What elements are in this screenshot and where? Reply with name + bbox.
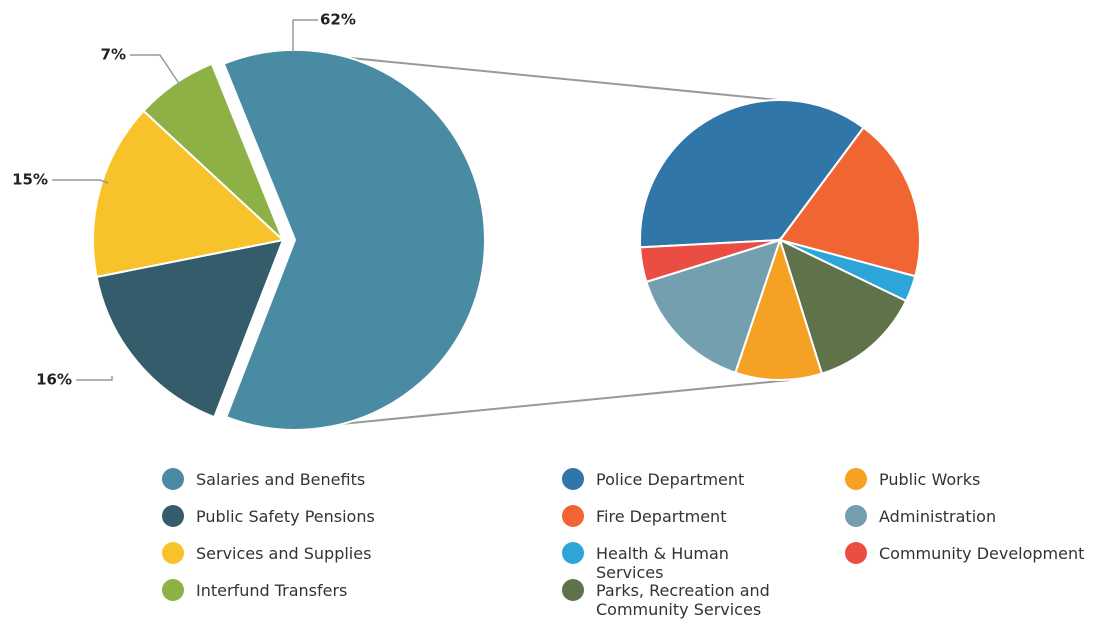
legend-item: Police Department bbox=[562, 468, 792, 490]
legend-item: Public Works bbox=[845, 468, 1095, 490]
legend-label: Community Development bbox=[879, 544, 1085, 563]
legend-swatch bbox=[562, 542, 584, 564]
legend-swatch bbox=[162, 468, 184, 490]
legend-swatch bbox=[845, 542, 867, 564]
connector bbox=[299, 379, 791, 429]
legend-item: Administration bbox=[845, 505, 1095, 527]
leader-line bbox=[292, 19, 318, 52]
connector bbox=[299, 52, 779, 101]
legend-item: Community Development bbox=[845, 542, 1095, 564]
legend-label: Public Safety Pensions bbox=[196, 507, 375, 526]
leader-line bbox=[76, 376, 113, 381]
legend-label: Salaries and Benefits bbox=[196, 470, 366, 489]
pie-slice bbox=[92, 109, 286, 279]
data-label: 7% bbox=[101, 46, 126, 64]
pie-slice bbox=[639, 239, 781, 284]
pie-slice bbox=[778, 126, 921, 278]
data-label: 15% bbox=[12, 171, 48, 189]
legend-item: Salaries and Benefits bbox=[162, 468, 422, 490]
pie-slice bbox=[222, 48, 486, 431]
data-label: 16% bbox=[36, 371, 72, 389]
legend-swatch bbox=[162, 542, 184, 564]
legend-swatch bbox=[162, 505, 184, 527]
legend-item: Interfund Transfers bbox=[162, 579, 422, 601]
data-label: 62% bbox=[320, 11, 356, 29]
legend-swatch bbox=[845, 468, 867, 490]
legend-label: Health & Human Services bbox=[596, 544, 729, 582]
pie-slice bbox=[639, 99, 865, 249]
legend-item: Fire Department bbox=[562, 505, 792, 527]
pie-slice bbox=[95, 238, 285, 419]
pie-slice bbox=[142, 62, 284, 241]
legend-label: Police Department bbox=[596, 470, 745, 489]
legend-label: Administration bbox=[879, 507, 997, 526]
legend-item: Services and Supplies bbox=[162, 542, 422, 564]
legend-item: Parks, Recreation and Community Services bbox=[562, 579, 792, 619]
legend-item: Public Safety Pensions bbox=[162, 505, 422, 527]
legend-label: Parks, Recreation and Community Services bbox=[596, 581, 770, 619]
legend-label: Services and Supplies bbox=[196, 544, 372, 563]
legend-label: Fire Department bbox=[596, 507, 727, 526]
legend-swatch bbox=[162, 579, 184, 601]
leader-line bbox=[52, 179, 109, 184]
pie-slice bbox=[734, 236, 824, 381]
legend-label: Interfund Transfers bbox=[196, 581, 348, 600]
legend-swatch bbox=[562, 468, 584, 490]
pie-slice bbox=[645, 238, 782, 374]
legend-swatch bbox=[562, 579, 584, 601]
legend-label: Public Works bbox=[879, 470, 981, 489]
legend-swatch bbox=[845, 505, 867, 527]
legend-item: Health & Human Services bbox=[562, 542, 792, 582]
leader-line bbox=[130, 54, 181, 86]
legend-swatch bbox=[562, 505, 584, 527]
